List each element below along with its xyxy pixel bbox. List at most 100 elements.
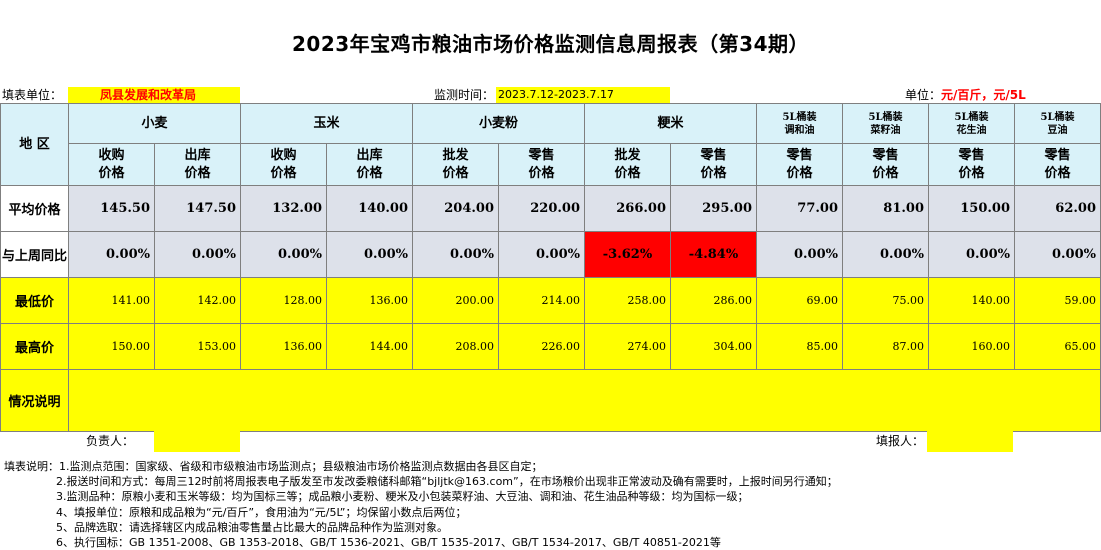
period-value-field[interactable]: 2023.7.12-2023.7.17 — [496, 87, 670, 103]
note-line: 填表说明：1.监测点范围：国家级、省级和市级粮油市场监测点；县级粮油市场价格监测… — [4, 460, 543, 473]
avg-price-row: 平均价格 145.50 147.50 132.00 140.00 204.00 … — [0, 185, 1101, 232]
avg-price-cell[interactable]: 81.00 — [842, 185, 929, 232]
subheader-line1: 零售 — [700, 147, 727, 163]
min-price-cell[interactable]: 141.00 — [68, 277, 155, 324]
subheader-cell: 批发 价格 — [412, 143, 499, 186]
subheader-line1: 收购 — [270, 147, 297, 163]
subheader-line1: 零售 — [958, 147, 985, 163]
min-price-cell[interactable]: 258.00 — [584, 277, 671, 324]
wow-cell[interactable]: 0.00% — [842, 231, 929, 278]
price-unit-value: 元/百斤，元/5L — [941, 88, 1026, 102]
min-price-cell[interactable]: 142.00 — [154, 277, 241, 324]
max-price-cell[interactable]: 85.00 — [756, 323, 843, 370]
note-line: 2.报送时间和方式：每周三12时前将周报表电子版发至市发改委粮储科邮箱“bjlj… — [56, 475, 838, 489]
wow-cell[interactable]: 0.00% — [68, 231, 155, 278]
subheader-cell: 零售 价格 — [670, 143, 757, 186]
subheader-cell: 批发 价格 — [584, 143, 671, 186]
group-soybean-oil-line1: 5L桶装 — [1040, 111, 1075, 123]
avg-price-cell[interactable]: 204.00 — [412, 185, 499, 232]
subheader-line1: 零售 — [872, 147, 899, 163]
group-rapeseed-oil: 5L桶装 菜籽油 — [842, 103, 929, 144]
max-price-cell[interactable]: 226.00 — [498, 323, 585, 370]
avg-price-cell[interactable]: 62.00 — [1014, 185, 1101, 232]
subheader-cell: 零售 价格 — [498, 143, 585, 186]
max-price-row: 最高价 150.00 153.00 136.00 144.00 208.00 2… — [0, 323, 1101, 370]
subheader-line2: 价格 — [958, 165, 985, 181]
period-label: 监测时间： — [434, 88, 495, 102]
subheader-line1: 零售 — [786, 147, 813, 163]
max-price-cell[interactable]: 65.00 — [1014, 323, 1101, 370]
max-price-cell[interactable]: 160.00 — [928, 323, 1015, 370]
group-blend-oil-line2: 调和油 — [784, 124, 815, 136]
subheader-cell: 出库 价格 — [326, 143, 413, 186]
min-price-cell[interactable]: 59.00 — [1014, 277, 1101, 324]
min-price-cell[interactable]: 136.00 — [326, 277, 413, 324]
subheader-line2: 价格 — [356, 165, 383, 181]
avg-price-cell[interactable]: 77.00 — [756, 185, 843, 232]
min-price-cell[interactable]: 69.00 — [756, 277, 843, 324]
subheader-line2: 价格 — [786, 165, 813, 181]
group-corn: 玉米 — [240, 103, 413, 144]
wow-cell-highlight[interactable]: -3.62% — [584, 231, 671, 278]
subheader-cell: 收购 价格 — [68, 143, 155, 186]
avg-price-cell[interactable]: 266.00 — [584, 185, 671, 232]
note-line: 3.监测品种：原粮小麦和玉米等级：均为国标三等；成品粮小麦粉、粳米及小包装菜籽油… — [56, 490, 749, 504]
filling-instructions: 填表说明：1.监测点范围：国家级、省级和市级粮油市场监测点；县级粮油市场价格监测… — [4, 459, 1099, 550]
info-bar: 填表单位： 凤县发展和改革局 监测时间： 2023.7.12-2023.7.17… — [0, 87, 1101, 103]
avg-price-cell[interactable]: 140.00 — [326, 185, 413, 232]
subheader-row: 收购 价格 出库 价格 收购 价格 出库 价格 批发 价格 零售 价格 批发 价格 零售 价格 … — [1, 143, 1101, 186]
wow-cell-highlight[interactable]: -4.84% — [670, 231, 757, 278]
min-price-cell[interactable]: 200.00 — [412, 277, 499, 324]
wow-cell[interactable]: 0.00% — [498, 231, 585, 278]
max-price-cell[interactable]: 87.00 — [842, 323, 929, 370]
max-price-cell[interactable]: 153.00 — [154, 323, 241, 370]
avg-price-cell[interactable]: 150.00 — [928, 185, 1015, 232]
avg-price-cell[interactable]: 295.00 — [670, 185, 757, 232]
notes-input[interactable] — [68, 369, 1101, 432]
wow-cell[interactable]: 0.00% — [412, 231, 499, 278]
wow-cell[interactable]: 0.00% — [154, 231, 241, 278]
wow-cell[interactable]: 0.00% — [326, 231, 413, 278]
min-price-cell[interactable]: 286.00 — [670, 277, 757, 324]
avg-price-cell[interactable]: 147.50 — [154, 185, 241, 232]
subheader-line1: 出库 — [184, 147, 211, 163]
wow-cell[interactable]: 0.00% — [1014, 231, 1101, 278]
avg-price-cell[interactable]: 145.50 — [68, 185, 155, 232]
subheader-line1: 收购 — [98, 147, 125, 163]
min-price-cell[interactable]: 214.00 — [498, 277, 585, 324]
page-title: 2023年宝鸡市粮油市场价格监测信息周报表（第34期） — [292, 32, 809, 56]
subheader-line2: 价格 — [700, 165, 727, 181]
group-peanut-oil-line2: 花生油 — [956, 124, 987, 136]
wow-cell[interactable]: 0.00% — [240, 231, 327, 278]
max-price-cell[interactable]: 144.00 — [326, 323, 413, 370]
filler-field[interactable] — [927, 430, 1013, 452]
subheader-line1: 零售 — [528, 147, 555, 163]
subheader-line2: 价格 — [184, 165, 211, 181]
max-price-cell[interactable]: 136.00 — [240, 323, 327, 370]
week-over-week-row: 与上周同比 0.00% 0.00% 0.00% 0.00% 0.00% 0.00… — [0, 231, 1101, 278]
group-blend-oil: 5L桶装 调和油 — [756, 103, 843, 144]
min-price-row: 最低价 141.00 142.00 128.00 136.00 200.00 2… — [0, 277, 1101, 324]
subheader-line2: 价格 — [1044, 165, 1071, 181]
max-price-cell[interactable]: 208.00 — [412, 323, 499, 370]
avg-price-cell[interactable]: 220.00 — [498, 185, 585, 232]
group-peanut-oil: 5L桶装 花生油 — [928, 103, 1015, 144]
max-price-cell[interactable]: 150.00 — [68, 323, 155, 370]
wow-cell[interactable]: 0.00% — [928, 231, 1015, 278]
min-price-cell[interactable]: 75.00 — [842, 277, 929, 324]
min-price-cell[interactable]: 128.00 — [240, 277, 327, 324]
min-price-cell[interactable]: 140.00 — [928, 277, 1015, 324]
wow-label: 与上周同比 — [0, 231, 69, 278]
subheader-line2: 价格 — [872, 165, 899, 181]
max-price-cell[interactable]: 274.00 — [584, 323, 671, 370]
wow-cell[interactable]: 0.00% — [756, 231, 843, 278]
region-header: 地 区 — [0, 103, 69, 186]
note-line: 4、填报单位：原粮和成品粮为“元/百斤”，食用油为“元/5L”；均保留小数点后两… — [56, 505, 467, 519]
min-price-label: 最低价 — [0, 277, 69, 324]
unit-value-field[interactable]: 凤县发展和改革局 — [68, 87, 240, 103]
avg-price-cell[interactable]: 132.00 — [240, 185, 327, 232]
max-price-cell[interactable]: 304.00 — [670, 323, 757, 370]
notes-label: 情况说明 — [0, 369, 69, 432]
subheader-line1: 批发 — [442, 147, 469, 163]
responsible-field[interactable] — [154, 430, 240, 452]
